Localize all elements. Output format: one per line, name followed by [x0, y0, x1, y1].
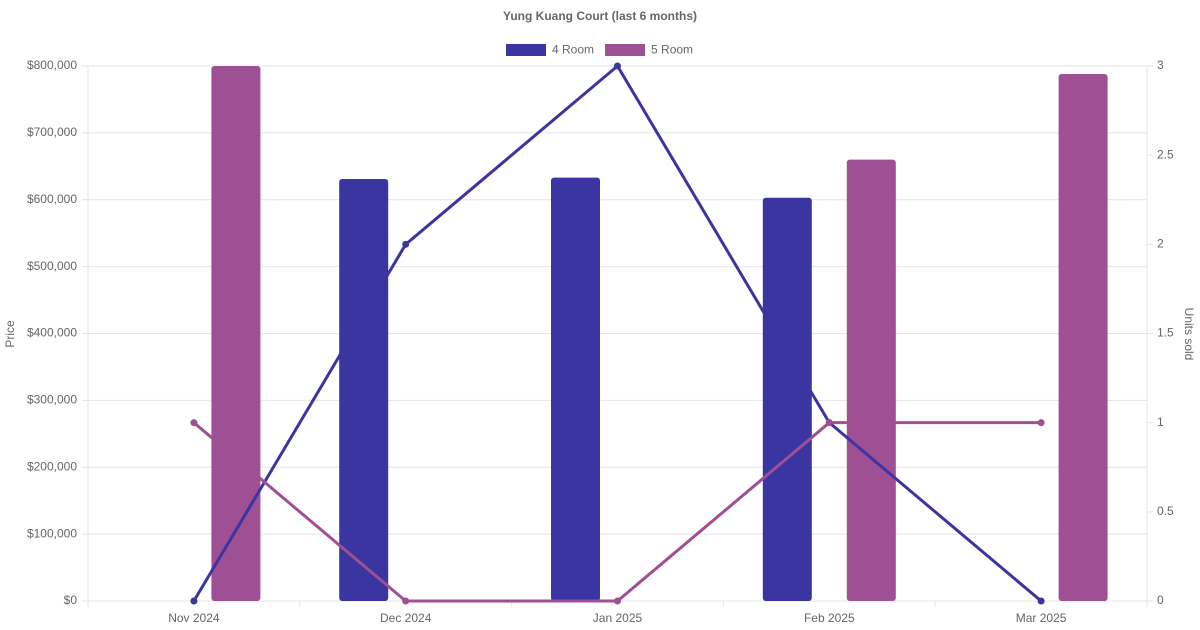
x-tick-label: Dec 2024	[380, 611, 432, 625]
y-tick-label: $300,000	[27, 393, 77, 407]
y-tick-label: $400,000	[27, 326, 77, 340]
legend-swatch	[605, 44, 646, 56]
line-point	[402, 597, 410, 605]
bar	[551, 177, 600, 601]
x-tick-label: Nov 2024	[168, 611, 220, 625]
y2-tick-label: 2.5	[1157, 147, 1174, 161]
x-tick-label: Mar 2025	[1016, 611, 1067, 625]
line-point	[614, 62, 621, 70]
y-tick-label: $800,000	[27, 58, 77, 72]
y2-tick-label: 2	[1157, 237, 1164, 251]
y2-tick-label: 0.5	[1157, 504, 1174, 518]
bar	[339, 179, 389, 602]
x-tick-label: Feb 2025	[804, 611, 855, 625]
line-point	[1037, 597, 1045, 605]
line-point	[190, 419, 198, 427]
bar	[1058, 74, 1108, 601]
y-tick-label: $0	[64, 593, 78, 607]
bar	[762, 197, 812, 601]
line	[192, 421, 1042, 603]
y-tick-label: $100,000	[27, 526, 77, 540]
chart-title: Yung Kuang Court (last 6 months)	[503, 9, 697, 23]
bar	[211, 66, 261, 601]
line-point	[825, 419, 833, 427]
y-tick-label: $200,000	[27, 459, 77, 473]
legend-swatch	[506, 44, 546, 56]
y2-tick-label: 1	[1157, 415, 1164, 429]
y2-tick-label: 0	[1157, 593, 1164, 607]
legend-label: 5 Room	[651, 43, 693, 57]
y-tick-label: $600,000	[27, 192, 77, 206]
y-axis-title: Price	[3, 320, 17, 348]
x-tick-label: Jan 2025	[593, 611, 643, 625]
y2-axis-title: Units sold	[1182, 308, 1196, 361]
line-point	[190, 597, 198, 605]
y-tick-label: $700,000	[27, 125, 77, 139]
bar	[846, 159, 896, 601]
legend-label: 4 Room	[552, 43, 594, 57]
y-tick-label: $500,000	[27, 259, 77, 273]
line-point	[402, 240, 410, 248]
y2-tick-label: 1.5	[1157, 326, 1174, 340]
line-point	[1037, 419, 1045, 427]
y2-tick-label: 3	[1157, 58, 1164, 72]
line-point	[614, 597, 621, 605]
